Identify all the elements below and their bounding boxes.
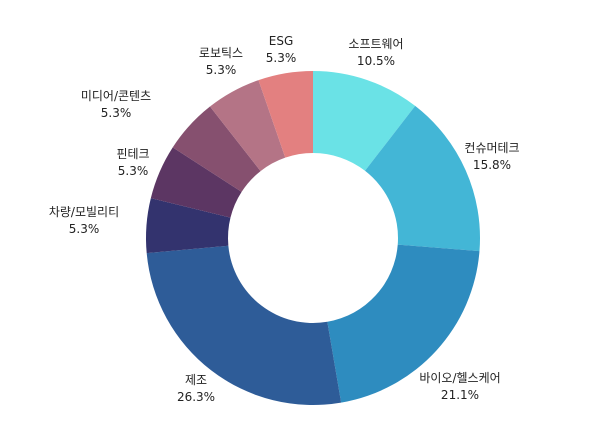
segment-category: 바이오/헬스케어 [419, 371, 501, 385]
donut-segment [209, 80, 286, 172]
segment-label: 컨슈머테크 15.8% [464, 140, 519, 174]
segment-label: 제조 26.3% [177, 372, 215, 406]
segment-value: 26.3% [176, 390, 216, 404]
segment-label: ESG 5.3% [266, 33, 297, 67]
donut-segment [365, 105, 480, 252]
segment-category: 제조 [184, 373, 208, 387]
segment-value: 5.3% [68, 222, 100, 236]
segment-label: 차량/모빌리티 5.3% [49, 204, 119, 238]
segment-value: 21.1% [440, 388, 480, 402]
segment-value: 15.8% [472, 158, 512, 172]
donut-segment [146, 245, 342, 405]
segment-category: 핀테크 [116, 147, 150, 161]
segment-label: 핀테크 5.3% [116, 146, 149, 180]
donut-segment [172, 106, 261, 192]
donut-segment [313, 71, 416, 171]
segment-label: 로보틱스 5.3% [199, 45, 243, 79]
segment-category: 미디어/콘텐츠 [80, 89, 152, 103]
segment-category: 소프트웨어 [348, 37, 404, 51]
donut-segment [150, 147, 242, 218]
segment-value: 10.5% [356, 54, 396, 68]
segment-category: 차량/모빌리티 [48, 205, 120, 219]
segment-label: 바이오/헬스케어 21.1% [419, 370, 500, 404]
segment-value: 5.3% [100, 106, 132, 120]
segment-value: 5.3% [205, 63, 237, 77]
segment-category: 컨슈머테크 [464, 141, 520, 155]
segment-value: 5.3% [265, 51, 297, 65]
segment-category: ESG [268, 34, 294, 48]
donut-segment [146, 198, 231, 254]
segment-label: 소프트웨어 10.5% [348, 36, 403, 70]
segment-value: 5.3% [117, 164, 149, 178]
segment-category: 로보틱스 [198, 46, 244, 60]
donut-segment [327, 244, 480, 403]
segment-label: 미디어/콘텐츠 5.3% [81, 88, 151, 122]
donut-segment [258, 71, 313, 158]
